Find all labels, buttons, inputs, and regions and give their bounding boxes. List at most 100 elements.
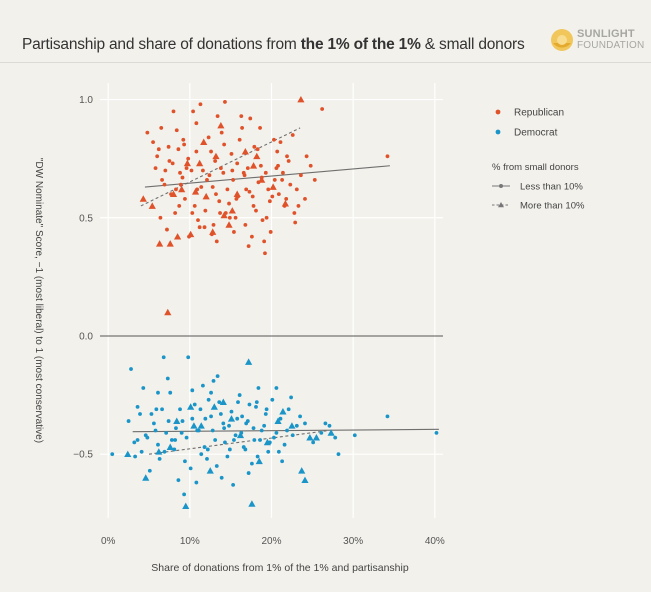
data-point (209, 149, 213, 154)
data-point (227, 447, 232, 452)
data-point (202, 445, 207, 449)
y-tick-label: 1.0 (79, 95, 93, 106)
data-point (192, 204, 197, 208)
data-point (294, 187, 299, 192)
data-point (126, 419, 131, 423)
data-point (227, 215, 232, 220)
data-point (210, 428, 215, 433)
data-point (110, 452, 115, 457)
data-point (308, 163, 313, 168)
data-point-triangle (197, 422, 205, 429)
data-point-triangle (253, 152, 261, 160)
y-tick-label: −0.5 (73, 450, 93, 461)
data-point (190, 416, 195, 421)
data-point-triangle (164, 308, 172, 316)
data-point (250, 194, 255, 199)
data-point (276, 192, 281, 197)
data-point (237, 393, 242, 397)
data-point-triangle (142, 474, 150, 481)
data-point (221, 170, 226, 175)
data-point (213, 159, 218, 163)
data-point-triangle (139, 195, 147, 202)
data-point (152, 421, 156, 426)
data-point (184, 166, 189, 171)
data-point (266, 187, 271, 192)
logo-subtitle: FOUNDATION (577, 40, 645, 51)
data-point (245, 166, 250, 171)
data-point-triangle (288, 422, 296, 429)
data-point (217, 199, 222, 204)
data-point (231, 178, 236, 182)
data-point (252, 144, 257, 149)
data-point-triangle (306, 434, 314, 441)
data-point (183, 459, 187, 464)
data-point (230, 168, 235, 173)
data-point (262, 423, 267, 428)
data-point (223, 100, 227, 104)
data-point (278, 416, 283, 421)
data-point-triangle (173, 417, 181, 424)
data-point (239, 114, 244, 118)
data-point (385, 154, 390, 159)
data-point (254, 404, 258, 409)
data-point-triangle (249, 162, 258, 169)
x-tick-label: 30% (343, 536, 363, 547)
title-text-bold: the 1% of the 1% (300, 36, 421, 53)
data-point (156, 442, 160, 447)
data-point (289, 395, 293, 400)
sunlight-logo: SUNLIGHT FOUNDATION (550, 26, 644, 56)
data-point-triangle (227, 415, 236, 422)
data-point (229, 152, 234, 156)
data-point (162, 182, 167, 187)
data-point-triangle (187, 403, 195, 410)
data-point (149, 412, 154, 416)
data-point (157, 456, 162, 461)
data-point-triangle (327, 429, 335, 436)
data-point (280, 178, 285, 182)
data-point (176, 478, 181, 483)
data-point (176, 147, 181, 152)
data-point (141, 386, 146, 390)
data-point-triangle (169, 190, 178, 197)
data-point (270, 194, 275, 199)
data-point-triangle (301, 476, 309, 484)
data-point (336, 452, 341, 457)
data-point (215, 374, 220, 379)
data-point (233, 433, 238, 438)
data-point-triangle (236, 431, 245, 439)
data-point (156, 390, 160, 395)
data-point (247, 189, 252, 194)
data-point (203, 208, 208, 213)
data-point-triangle (225, 221, 233, 228)
data-point (203, 416, 208, 421)
data-point-triangle (206, 467, 214, 474)
data-point-triangle (297, 95, 305, 103)
data-point (303, 421, 307, 426)
data-point (209, 414, 213, 419)
x-tick-label: 40% (425, 536, 445, 547)
data-point (258, 438, 262, 442)
data-point (163, 168, 168, 173)
data-point (280, 459, 285, 464)
data-point (173, 211, 178, 215)
data-point (186, 355, 191, 360)
data-point (240, 414, 245, 419)
data-point (205, 447, 210, 452)
data-point (198, 407, 203, 412)
data-point (178, 407, 182, 412)
data-point (274, 166, 279, 171)
data-point (198, 102, 203, 107)
data-point (256, 386, 261, 390)
data-point (159, 126, 164, 130)
data-point (264, 407, 269, 412)
data-point-triangle (196, 159, 204, 167)
data-point (299, 173, 303, 178)
data-point (180, 419, 185, 423)
data-point (319, 430, 324, 435)
data-point (221, 421, 226, 426)
trendline-layer (132, 127, 439, 455)
data-point (266, 449, 271, 454)
data-point (274, 386, 279, 390)
legend-label: Republican (514, 108, 564, 119)
data-point-triangle (209, 228, 217, 235)
